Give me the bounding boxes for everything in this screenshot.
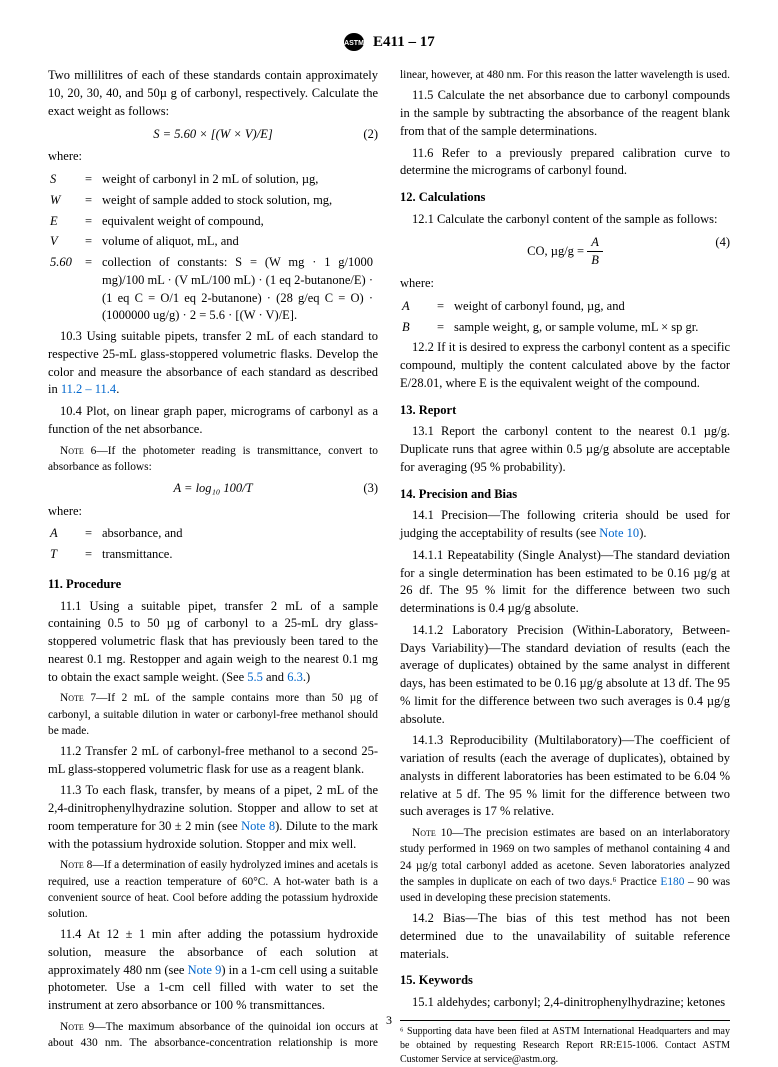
sym-T: T	[50, 546, 83, 565]
eq4-den: B	[591, 253, 599, 267]
equation-2: S = 5.60 × [(W × V)/E] (2)	[48, 126, 378, 144]
defs-table-1: S=weight of carbonyl in 2 mL of solution…	[48, 169, 378, 328]
eq3-body: A = log₁₀ 100/T	[173, 481, 252, 495]
sym-W: W	[50, 192, 83, 211]
p111-b: .)	[303, 670, 310, 684]
xref-6-3[interactable]: 6.3	[287, 670, 303, 684]
where-label-2: where:	[48, 503, 378, 521]
equation-3: A = log₁₀ 100/T (3)	[48, 480, 378, 498]
p111-a: 11.1 Using a suitable pipet, transfer 2 …	[48, 599, 378, 684]
eq3-num: (3)	[363, 480, 378, 498]
eq4-n: (4)	[715, 234, 730, 252]
para-11-6: 11.6 Refer to a previously prepared cali…	[400, 145, 730, 181]
section-15: 15. Keywords	[400, 972, 730, 990]
eq4-lhs: CO, µg/g =	[527, 244, 587, 258]
para-11-1: 11.1 Using a suitable pipet, transfer 2 …	[48, 598, 378, 687]
defs-table-3: A=weight of carbonyl found, µg, and B=sa…	[400, 296, 703, 340]
xref-note-8[interactable]: Note 8	[241, 819, 275, 833]
where-label-1: where:	[48, 148, 378, 166]
section-13: 13. Report	[400, 402, 730, 420]
astm-logo-icon: ASTM	[343, 32, 365, 52]
p141-a: 14.1 Precision—The following criteria sh…	[400, 508, 730, 540]
eq2-body: S = 5.60 × [(W × V)/E]	[153, 127, 272, 141]
def-V: volume of aliquot, mL, and	[102, 233, 376, 252]
note-7: Note 7—If 2 mL of the sample contains mo…	[48, 690, 378, 739]
para-14-1: 14.1 Precision—The following criteria sh…	[400, 507, 730, 543]
para-11-3: 11.3 To each flask, transfer, by means o…	[48, 782, 378, 853]
para-14-1-2: 14.1.2 Laboratory Precision (Within-Labo…	[400, 622, 730, 729]
sym-560: 5.60	[50, 254, 83, 326]
p103-b: .	[116, 382, 119, 396]
def-560: collection of constants: S = (W mg · 1 g…	[102, 254, 376, 326]
xref-11-2[interactable]: 11.2 – 11.4	[61, 382, 116, 396]
def-A2: weight of carbonyl found, µg, and	[454, 298, 701, 317]
para-11-2: 11.2 Transfer 2 mL of carbonyl-free meth…	[48, 743, 378, 779]
sym-E: E	[50, 213, 83, 232]
where-label-3: where:	[400, 275, 730, 293]
content-columns: Two millilitres of each of these standar…	[48, 67, 730, 1067]
sym-S: S	[50, 171, 83, 190]
sym-V: V	[50, 233, 83, 252]
and-text: and	[263, 670, 287, 684]
header: ASTM E411 – 17	[48, 32, 730, 53]
sym-B: B	[402, 319, 435, 338]
para-10-4: 10.4 Plot, on linear graph paper, microg…	[48, 403, 378, 439]
section-12: 12. Calculations	[400, 189, 730, 207]
xref-5-5[interactable]: 5.5	[247, 670, 263, 684]
para-14-1-3: 14.1.3 Reproducibility (Multilaboratory)…	[400, 732, 730, 821]
sym-A: A	[50, 525, 83, 544]
sym-A2: A	[402, 298, 435, 317]
intro-para: Two millilitres of each of these standar…	[48, 67, 378, 120]
p141-b: ).	[639, 526, 646, 540]
para-14-1-1: 14.1.1 Repeatability (Single Analyst)—Th…	[400, 547, 730, 618]
xref-note-10[interactable]: Note 10	[599, 526, 639, 540]
section-11: 11. Procedure	[48, 576, 378, 594]
page-number: 3	[0, 1012, 778, 1029]
eq2-num: (2)	[363, 126, 378, 144]
para-11-4: 11.4 At 12 ± 1 min after adding the pota…	[48, 926, 378, 1015]
equation-4: CO, µg/g = AB (4)	[400, 234, 730, 271]
eq4-num: A	[591, 235, 599, 249]
section-14: 14. Precision and Bias	[400, 486, 730, 504]
note8-body: 8—If a determination of easily hydrolyze…	[48, 859, 378, 920]
note7-body: 7—If 2 mL of the sample contains more th…	[48, 692, 378, 736]
para-12-2: 12.2 If it is desired to express the car…	[400, 339, 730, 392]
note-8: Note 8—If a determination of easily hydr…	[48, 857, 378, 922]
page: ASTM E411 – 17 Two millilitres of each o…	[0, 0, 778, 1041]
para-13-1: 13.1 Report the carbonyl content to the …	[400, 423, 730, 476]
para-11-5: 11.5 Calculate the net absorbance due to…	[400, 87, 730, 140]
para-14-2: 14.2 Bias—The bias of this test method h…	[400, 910, 730, 963]
def-S: weight of carbonyl in 2 mL of solution, …	[102, 171, 376, 190]
defs-table-2: A=absorbance, and T=transmittance.	[48, 523, 188, 567]
def-E: equivalent weight of compound,	[102, 213, 376, 232]
designation: E411 – 17	[373, 34, 435, 50]
xref-note-9[interactable]: Note 9	[188, 963, 222, 977]
xref-e180[interactable]: E180	[660, 876, 684, 888]
def-T: transmittance.	[102, 546, 186, 565]
svg-text:ASTM: ASTM	[344, 40, 364, 47]
def-A: absorbance, and	[102, 525, 186, 544]
para-12-1: 12.1 Calculate the carbonyl content of t…	[400, 211, 730, 229]
para-15-1: 15.1 aldehydes; carbonyl; 2,4-dinitrophe…	[400, 994, 730, 1012]
note-10: Note 10—The precision estimates are base…	[400, 825, 730, 906]
note6-body: 6—If the photometer reading is transmitt…	[48, 445, 378, 473]
def-B: sample weight, g, or sample volume, mL ×…	[454, 319, 701, 338]
def-W: weight of sample added to stock solution…	[102, 192, 376, 211]
para-10-3: 10.3 Using suitable pipets, transfer 2 m…	[48, 328, 378, 399]
note-6: Note 6—If the photometer reading is tran…	[48, 443, 378, 475]
